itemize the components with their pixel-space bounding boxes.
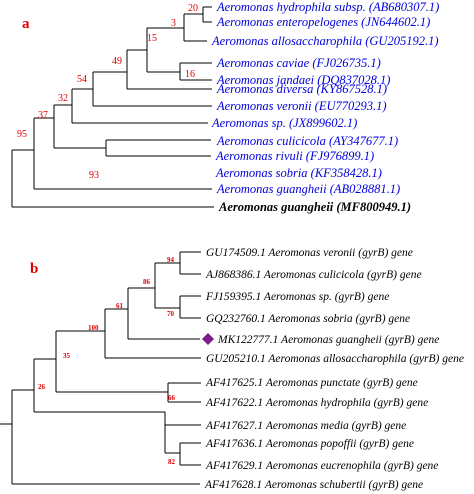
taxon-label: GU205210.1 Aeromonas allosaccharophila (… — [206, 353, 464, 365]
taxon-label: Aeromonas guangheii (AB028881.1) — [216, 182, 400, 196]
bootstrap-value: 3 — [171, 18, 176, 29]
bootstrap-value: 35 — [63, 352, 71, 360]
taxon-label: Aeromonas diversa (KY867528.1) — [216, 82, 387, 96]
taxon-label: AF417636.1 Aeromonas popoffii (gyrB) gen… — [205, 438, 414, 450]
panel-b-bootstrap-values: 94 86 70 61 100 35 26 66 82 — [38, 256, 176, 466]
taxon-label: AJ868386.1 Aeromonas culicicola (gyrB) g… — [205, 269, 422, 281]
taxon-label-query: MK122777.1 Aeromonas guangheii (gyrB) ge… — [217, 334, 439, 346]
taxon-label: Aeromonas enteropelogenes (JN644602.1) — [216, 15, 430, 29]
bootstrap-value: 37 — [38, 110, 48, 121]
taxon-label: GQ232760.1 Aeromonas sobria (gyrB) gene — [206, 313, 410, 325]
bootstrap-value: 15 — [147, 33, 157, 44]
panel-a-taxa: Aeromonas hydrophila subsp. (AB680307.1)… — [211, 0, 439, 214]
panel-a: a — [11, 0, 439, 214]
taxon-label: FJ159395.1 Aeromonas sp. (gyrB) gene — [205, 291, 389, 303]
taxon-label: Aeromonas sp. (JX899602.1) — [211, 116, 357, 130]
bootstrap-value: 70 — [167, 310, 175, 318]
panel-b-taxa: GU174509.1 Aeromonas veronii (gyrB) gene… — [204, 247, 464, 491]
taxon-label: AF417625.1 Aeromonas punctate (gyrB) gen… — [205, 377, 418, 389]
taxon-label: Aeromonas veronii (EU770293.1) — [216, 99, 387, 113]
bootstrap-value: 61 — [116, 302, 124, 310]
taxon-label: Aeromonas allosaccharophila (GU205192.1) — [211, 34, 438, 48]
taxon-label: AF417622.1 Aeromonas hydrophila (gyrB) g… — [205, 397, 428, 409]
panel-a-branches — [11, 6, 214, 208]
taxon-label: AF417628.1 Aeromonas schubertii (gyrB) g… — [204, 479, 423, 491]
taxon-label: Aeromonas hydrophila subsp. (AB680307.1) — [216, 0, 439, 14]
taxon-label: Aeromonas caviae (FJ026735.1) — [216, 56, 381, 70]
panel-a-bootstrap-values: 20 3 15 49 16 54 32 37 95 93 — [17, 3, 198, 181]
panel-a-label: a — [22, 16, 30, 32]
bootstrap-value: 49 — [112, 56, 122, 67]
bootstrap-value: 86 — [143, 278, 151, 286]
bootstrap-value: 54 — [77, 74, 87, 85]
taxon-label: Aeromonas culicicola (AY347677.1) — [216, 134, 398, 148]
panel-b-branches — [0, 251, 201, 485]
taxon-label: Aeromonas rivuli (FJ976899.1) — [215, 149, 374, 163]
taxon-label: Aeromonas jandaei (DQ837028.1) — [216, 73, 390, 87]
bootstrap-value: 26 — [38, 383, 46, 391]
bootstrap-value: 93 — [89, 170, 99, 181]
bootstrap-value: 66 — [168, 394, 176, 402]
bootstrap-value: 82 — [168, 458, 176, 466]
panel-b: b — [0, 247, 464, 491]
taxon-label-query: Aeromonas guangheii (MF800949.1) — [218, 200, 411, 214]
bootstrap-value: 94 — [167, 256, 175, 264]
taxon-label: AF417629.1 Aeromonas eucrenophila (gyrB)… — [205, 460, 438, 472]
panel-b-label: b — [30, 261, 38, 277]
taxon-label: GU174509.1 Aeromonas veronii (gyrB) gene — [206, 247, 413, 259]
bootstrap-value: 16 — [185, 69, 195, 80]
bootstrap-value: 20 — [188, 3, 198, 14]
query-diamond-marker — [202, 333, 214, 345]
bootstrap-value: 32 — [58, 93, 68, 104]
bootstrap-value: 95 — [17, 129, 27, 140]
bootstrap-value: 100 — [88, 324, 99, 332]
taxon-label: AF417627.1 Aeromonas media (gyrB) gene — [205, 420, 406, 432]
taxon-label: Aeromonas sobria (KF358428.1) — [215, 166, 382, 180]
